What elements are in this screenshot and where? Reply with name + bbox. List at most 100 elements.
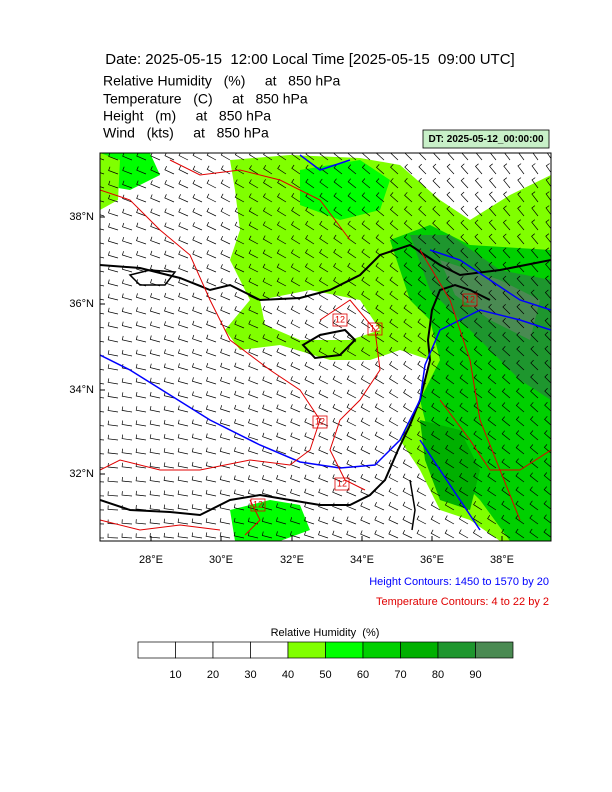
wind-barb	[149, 349, 161, 357]
wind-barb	[544, 331, 551, 342]
wind-barb	[178, 165, 189, 175]
wind-barb	[361, 319, 371, 329]
wind-barb	[107, 491, 119, 497]
wind-barb	[177, 391, 189, 399]
wind-barb	[474, 177, 483, 189]
lon-label: 38°E	[490, 554, 514, 566]
lon-label: 34°E	[350, 554, 374, 566]
wind-barb	[530, 373, 539, 385]
wind-barb	[135, 420, 147, 427]
wind-barb	[487, 515, 497, 525]
wind-barb	[177, 349, 189, 357]
wind-barb	[192, 264, 203, 273]
wind-barb	[108, 180, 119, 189]
wind-barb	[163, 335, 175, 343]
wind-barb	[543, 514, 551, 524]
wind-barb	[402, 431, 413, 441]
wind-barb	[502, 374, 511, 385]
wind-barb	[361, 234, 371, 245]
wind-barb	[529, 500, 539, 511]
wind-barb	[375, 248, 385, 259]
wind-barb	[290, 277, 301, 287]
wind-barb	[347, 164, 357, 175]
wind-barb	[135, 321, 147, 329]
wind-barb	[515, 430, 525, 441]
wind-barb	[417, 276, 427, 287]
wind-barb	[304, 432, 315, 441]
wind-barb	[248, 306, 259, 315]
wind-barb	[388, 403, 399, 413]
wind-barb	[100, 228, 105, 231]
wind-barb	[108, 208, 119, 217]
map-frame	[99, 152, 552, 542]
wind-barb	[388, 459, 399, 469]
wind-barb	[136, 236, 147, 245]
wind-barb	[319, 249, 329, 259]
wind-barb	[135, 392, 147, 399]
wind-barb	[220, 193, 231, 203]
wind-barb	[262, 277, 273, 287]
wind-barb	[136, 265, 147, 273]
wind-barb	[445, 360, 455, 371]
wind-barb	[516, 275, 525, 287]
wind-barb	[121, 293, 133, 301]
wind-barb	[163, 363, 175, 371]
wind-barb	[487, 374, 497, 385]
wind-barb	[416, 529, 427, 539]
wind-barb	[191, 377, 203, 385]
wind-barb	[277, 193, 287, 203]
wind-barb	[332, 488, 343, 497]
wind-barb	[290, 488, 301, 497]
wind-barb	[487, 430, 497, 441]
wind-barb	[304, 361, 315, 371]
wind-barb	[191, 419, 203, 427]
wind-barb	[531, 219, 539, 231]
wind-barb	[135, 519, 147, 525]
wind-barb	[361, 290, 371, 301]
wind-barb	[418, 206, 427, 217]
wind-barb	[515, 402, 525, 413]
wind-barb	[517, 163, 525, 175]
wind-barb	[501, 486, 511, 497]
wind-barb	[304, 516, 315, 525]
colorbar-box	[250, 641, 289, 659]
temperature-contours	[100, 159, 551, 536]
lon-label: 36°E	[420, 554, 444, 566]
wind-barb	[121, 462, 133, 469]
wind-barb	[404, 192, 413, 203]
wind-barb	[431, 276, 441, 287]
wind-barb	[474, 275, 483, 287]
wind-barb	[332, 375, 343, 385]
wind-barb	[304, 474, 315, 483]
wind-barb	[290, 446, 301, 455]
wind-barb	[347, 234, 357, 245]
wind-barb	[446, 248, 455, 259]
wind-barb	[107, 406, 119, 413]
wind-barb	[108, 166, 119, 175]
wind-barb	[149, 363, 161, 371]
wind-barb	[333, 291, 343, 301]
wind-barb	[503, 177, 511, 189]
wind-barb	[248, 249, 259, 259]
wind-barb	[388, 501, 399, 511]
wind-barb	[177, 476, 189, 483]
wind-barb	[333, 220, 343, 231]
wind-barb	[100, 467, 105, 469]
wind-barb	[205, 433, 217, 441]
wind-barb	[219, 489, 231, 497]
wind-barb	[100, 523, 105, 525]
map-title: Date: 2025-05-15 12:00 Local Time [2025-…	[105, 51, 514, 68]
wind-barb	[149, 434, 161, 441]
wind-barb	[177, 504, 189, 511]
wind-barb	[332, 432, 343, 441]
wind-barb	[262, 249, 273, 259]
wind-barb	[290, 418, 301, 427]
wind-barb	[530, 275, 539, 287]
wind-barb	[108, 223, 119, 231]
wind-barb	[404, 163, 413, 175]
wind-barb	[219, 475, 231, 483]
wind-barb	[305, 153, 315, 161]
wind-barb	[319, 206, 329, 217]
wind-barb	[247, 475, 259, 483]
